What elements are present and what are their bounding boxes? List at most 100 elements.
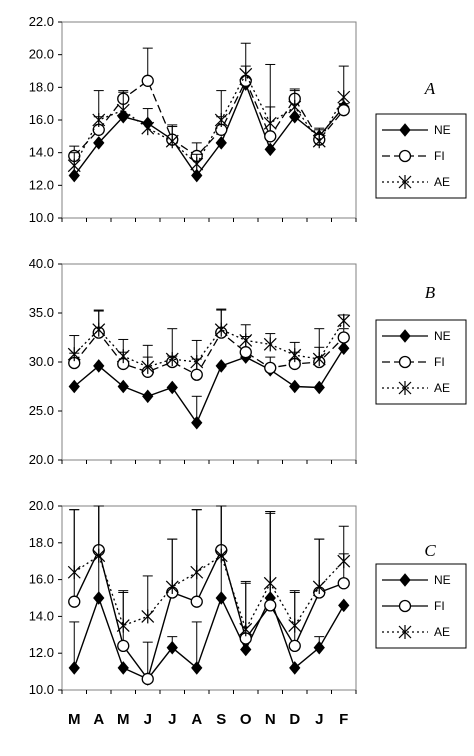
data-point [116,349,130,364]
plot-frame [61,505,357,691]
data-point [263,576,277,591]
y-tick-label: 16.0 [29,112,54,127]
panel-B: 20.0 25.0 30.0 35.0 40.0 B NE FI AE [29,256,467,467]
series-line [73,548,344,681]
legend-marker [399,573,411,587]
y-tick-label: 20.0 [29,47,54,62]
data-point [141,609,155,624]
x-tick-label: A [93,711,104,728]
data-point [288,99,302,114]
data-point [337,577,350,590]
data-point [288,639,301,652]
series-AE [67,308,351,374]
x-tick-label: M [117,711,130,728]
data-point [67,158,81,173]
data-point [337,331,350,344]
data-point [68,168,80,183]
data-point [289,109,301,124]
data-point [312,134,326,149]
panel-label: A [424,79,436,98]
series-NE [68,77,350,183]
data-point [68,379,80,394]
x-tick-label: J [315,711,323,728]
data-point [289,661,301,675]
plot-frame [61,263,357,461]
y-tick-label: 10.0 [29,682,54,697]
series-line [73,320,345,368]
data-point [92,548,106,563]
data-point [288,618,302,633]
y-tick-label: 14.0 [29,608,54,623]
data-point [165,579,179,594]
series-NE [68,341,350,430]
legend-label: NE [434,573,451,587]
data-point [313,640,325,655]
data-point [214,548,228,563]
data-point [92,322,106,337]
data-point [67,565,81,580]
series-line [73,554,345,631]
data-point [264,142,276,157]
data-point [165,352,179,367]
data-point [337,554,351,569]
data-point [190,368,203,381]
legend: NE FI AE [375,319,467,405]
data-point [312,352,326,367]
legend-marker [398,625,412,639]
panel-C: 10.0 12.0 14.0 16.0 18.0 20.0 C NE FI AE [29,498,467,697]
y-tick-label: 12.0 [29,177,54,192]
legend-label: NE [434,329,451,343]
y-tick-label: 10.0 [29,210,54,225]
y-tick-label: 25.0 [29,403,54,418]
data-point [93,591,105,605]
legend-marker [398,355,412,369]
data-point [263,337,277,352]
data-point [215,359,227,373]
data-point [165,134,179,149]
panel-label: B [425,283,436,302]
series-line [73,331,345,376]
legend-marker [398,175,412,189]
data-point [92,113,106,127]
series-line [73,595,345,680]
panel-label: C [424,541,436,560]
data-point [117,379,129,394]
data-point [239,67,253,82]
panel-A: 10.0 12.0 14.0 16.0 18.0 20.0 22.0 A NE FI AE [29,14,467,225]
data-point [264,599,277,612]
legend-label: FI [434,149,445,163]
data-point [191,415,203,430]
x-tick-label: J [144,711,152,728]
y-tick-label: 16.0 [29,572,54,587]
y-tick-label: 20.0 [29,498,54,513]
y-tick-label: 22.0 [29,14,54,29]
data-point [263,116,277,131]
y-tick-label: 40.0 [29,256,54,271]
y-tick-label: 18.0 [29,535,54,550]
data-point [117,639,130,652]
data-point [313,380,325,395]
y-tick-label: 35.0 [29,305,54,320]
legend-marker [399,329,411,343]
series-line [73,347,345,425]
data-point [68,661,80,675]
data-point [288,348,302,363]
legend-label: AE [434,625,450,639]
data-point [142,389,154,404]
legend-marker [399,123,411,137]
legend: NE FI AE [375,113,467,199]
legend-label: FI [434,599,445,613]
data-point [239,333,253,348]
legend-marker [398,149,412,163]
data-point [93,136,105,150]
data-point [190,157,204,172]
data-point [190,595,203,608]
data-point [214,113,228,127]
data-point [239,346,252,359]
y-tick-label: 30.0 [29,354,54,369]
data-point [68,595,81,608]
data-point [264,130,277,143]
data-point [190,355,204,369]
legend-label: NE [434,123,451,137]
